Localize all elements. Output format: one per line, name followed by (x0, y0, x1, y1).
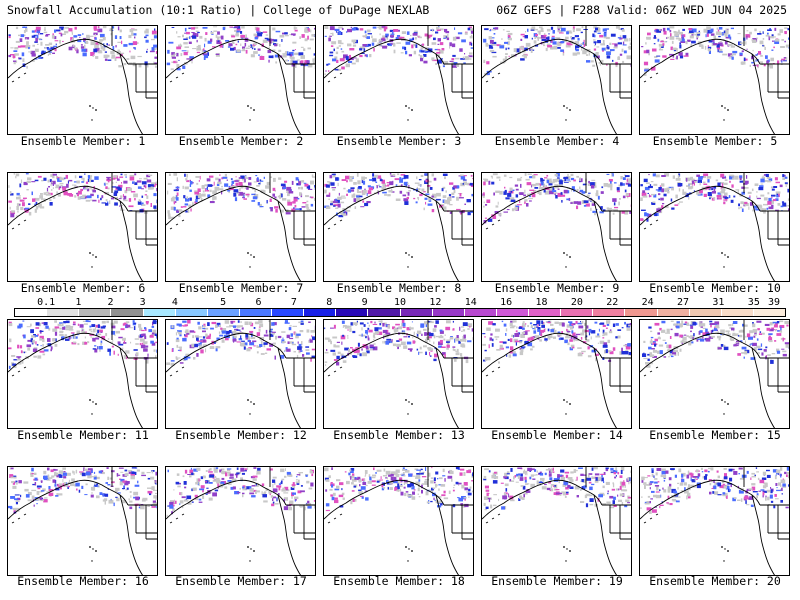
colorbar-tick-label: 1 (75, 297, 82, 308)
map-panel-member-17 (165, 466, 316, 576)
colorbar-swatch-20 (657, 309, 690, 316)
colorbar-swatch-19 (625, 309, 658, 316)
colorbar-swatch-1 (47, 309, 80, 316)
colorbar-swatch-13 (432, 309, 465, 316)
map-panel-member-6 (7, 172, 158, 282)
map-panel-member-18 (323, 466, 474, 576)
colorbar-swatch-18 (593, 309, 626, 316)
member-label-18: Ensemble Member: 18 (333, 574, 465, 588)
map-panel-member-4 (481, 25, 632, 135)
member-label-14: Ensemble Member: 14 (491, 428, 623, 442)
map-panel-member-15 (639, 319, 790, 429)
colorbar-tick-label: 14 (464, 297, 477, 308)
colorbar-swatch-22 (721, 309, 754, 316)
colorbar-swatch-11 (368, 309, 401, 316)
map-panel-member-1 (7, 25, 158, 135)
map-panel-member-3 (323, 25, 474, 135)
member-label-12: Ensemble Member: 12 (175, 428, 307, 442)
map-panel-member-2 (165, 25, 316, 135)
colorbar-swatch-9 (304, 309, 337, 316)
colorbar-swatch-4 (143, 309, 176, 316)
colorbar-tick-label: 2 (107, 297, 114, 308)
colorbar-swatch-3 (111, 309, 144, 316)
member-label-13: Ensemble Member: 13 (333, 428, 465, 442)
member-label-1: Ensemble Member: 1 (20, 134, 146, 148)
member-label-16: Ensemble Member: 16 (17, 574, 149, 588)
member-label-15: Ensemble Member: 15 (649, 428, 781, 442)
colorbar-swatch-17 (561, 309, 594, 316)
map-panel-member-7 (165, 172, 316, 282)
colorbar-tick-label: 24 (641, 297, 654, 308)
colorbar-swatch-2 (79, 309, 112, 316)
colorbar-tick-label: 6 (255, 297, 262, 308)
member-label-3: Ensemble Member: 3 (336, 134, 462, 148)
colorbar-tick-label: 20 (570, 297, 583, 308)
colorbar-tick-label: 16 (500, 297, 513, 308)
chart-title: Snowfall Accumulation (10:1 Ratio) | Col… (7, 3, 430, 17)
colorbar-swatch-15 (496, 309, 529, 316)
colorbar-tick-label: 12 (429, 297, 442, 308)
colorbar-swatch-8 (272, 309, 305, 316)
colorbar-tick-label: 18 (535, 297, 548, 308)
colorbar-tick-label: 22 (606, 297, 619, 308)
colorbar-swatch-0 (15, 309, 48, 316)
colorbar-swatch-12 (400, 309, 433, 316)
map-panel-member-13 (323, 319, 474, 429)
member-label-9: Ensemble Member: 9 (494, 281, 620, 295)
colorbar-swatch-6 (207, 309, 240, 316)
colorbar-ticks: 0.1 1 2 3 4 5 6 7 8 9 10 12 14 16 18 20 22 24 27 31 35 39 (14, 297, 786, 308)
member-label-8: Ensemble Member: 8 (336, 281, 462, 295)
colorbar-tick-label: 7 (290, 297, 297, 308)
colorbar-swatch-10 (336, 309, 369, 316)
colorbar-tick-label: 3 (139, 297, 146, 308)
map-panel-member-14 (481, 319, 632, 429)
colorbar-tick-label: 9 (361, 297, 368, 308)
colorbar-tick-label: 27 (677, 297, 690, 308)
colorbar-swatch-14 (464, 309, 497, 316)
valid-time: 06Z GEFS | F288 Valid: 06Z WED JUN 04 20… (496, 3, 787, 17)
colorbar-swatch-7 (239, 309, 272, 316)
member-label-20: Ensemble Member: 20 (649, 574, 781, 588)
member-label-7: Ensemble Member: 7 (178, 281, 304, 295)
colorbar-swatch-5 (175, 309, 208, 316)
colorbar-tick-label: 31 (712, 297, 725, 308)
colorbar-tick-label: 39 (767, 297, 781, 308)
map-panel-member-9 (481, 172, 632, 282)
map-panel-member-5 (639, 25, 790, 135)
colorbar-tick-label: 35 (747, 297, 760, 308)
member-label-2: Ensemble Member: 2 (178, 134, 304, 148)
member-label-11: Ensemble Member: 11 (17, 428, 149, 442)
map-panel-member-10 (639, 172, 790, 282)
colorbar-swatch-16 (529, 309, 562, 316)
member-label-19: Ensemble Member: 19 (491, 574, 623, 588)
colorbar-swatch-21 (689, 309, 722, 316)
map-panel-member-8 (323, 172, 474, 282)
member-label-10: Ensemble Member: 10 (649, 281, 781, 295)
member-label-4: Ensemble Member: 4 (494, 134, 620, 148)
colorbar-swatch-23 (753, 309, 785, 316)
colorbar-tick-label: 10 (393, 297, 407, 308)
map-panel-member-20 (639, 466, 790, 576)
member-label-6: Ensemble Member: 6 (20, 281, 146, 295)
map-panel-member-12 (165, 319, 316, 429)
colorbar (14, 308, 786, 317)
colorbar-tick-label: 4 (171, 297, 178, 308)
map-panel-member-19 (481, 466, 632, 576)
colorbar-tick-label: 5 (220, 297, 227, 308)
map-panel-member-11 (7, 319, 158, 429)
map-panel-member-16 (7, 466, 158, 576)
colorbar-tick-label: 8 (326, 297, 333, 308)
member-label-5: Ensemble Member: 5 (652, 134, 778, 148)
member-label-17: Ensemble Member: 17 (175, 574, 307, 588)
colorbar-tick-label: 0.1 (37, 297, 56, 308)
